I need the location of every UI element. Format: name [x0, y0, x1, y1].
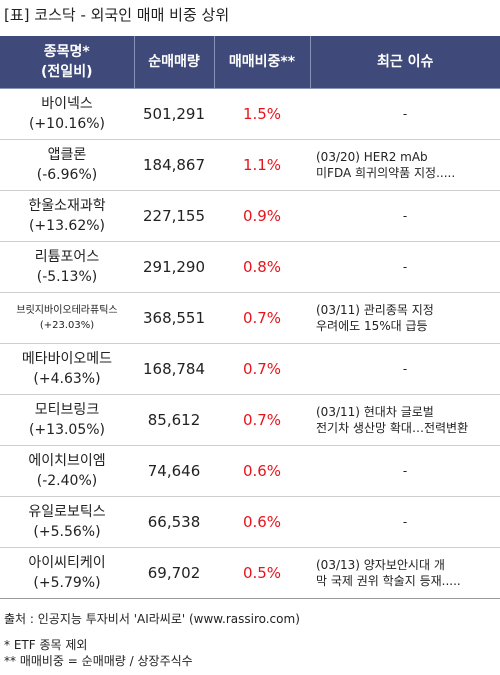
stock-name-cell: 앱클론 (-6.96%) — [0, 139, 134, 191]
stock-change: (+23.03%) — [39, 320, 95, 331]
stock-name: 에이치브이엠 — [28, 453, 106, 469]
stock-name-cell: 유일로보틱스 (+5.56%) — [0, 496, 134, 548]
issue-line1: (03/11) 현대차 글로벌 — [316, 405, 434, 419]
stock-change: (+4.63%) — [33, 371, 101, 387]
net-volume: 368,551 — [134, 292, 214, 344]
stock-name: 브릿지바이오테라퓨틱스 — [16, 305, 118, 316]
table-row: 브릿지바이오테라퓨틱스 (+23.03%) 368,551 0.7% (03/11) 관… — [0, 292, 500, 344]
issue-line1: - — [402, 362, 408, 376]
net-volume: 291,290 — [134, 241, 214, 293]
stock-name-cell: 브릿지바이오테라퓨틱스 (+23.03%) — [0, 292, 134, 344]
stock-name-cell: 메타바이오메드 (+4.63%) — [0, 343, 134, 395]
issue-line1: - — [402, 260, 408, 274]
header-name-line2: (전일비) — [41, 64, 93, 80]
trading-ratio: 1.5% — [214, 88, 310, 140]
stock-name: 아이씨티케이 — [28, 555, 106, 571]
table-row: 에이치브이엠 (-2.40%) 74,646 0.6% - — [0, 445, 500, 497]
stock-name-cell: 바이넥스 (+10.16%) — [0, 88, 134, 140]
trading-ratio: 0.6% — [214, 496, 310, 548]
net-volume: 74,646 — [134, 445, 214, 497]
footnote-ratio: ** 매매비중 = 순매매량 / 상장주식수 — [4, 654, 193, 668]
stock-change: (+5.79%) — [33, 575, 101, 591]
issue-line2: 전기차 생산망 확대…전력변환 — [316, 421, 469, 435]
stock-name-cell: 리튬포어스 (-5.13%) — [0, 241, 134, 293]
stock-change: (-5.13%) — [36, 269, 98, 285]
header-volume: 순매매량 — [134, 36, 215, 89]
foreign-trading-table: 종목명* (전일비) 순매매량 매매비중** 최근 이슈 바이넥스 (+10.16… — [0, 36, 500, 599]
header-ratio: 매매비중** — [214, 36, 311, 89]
issue-line2: 우려에도 15%대 급등 — [316, 319, 428, 333]
page-title: [표] 코스닥 - 외국인 매매 비중 상위 — [4, 6, 230, 24]
table-row: 바이넥스 (+10.16%) 501,291 1.5% - — [0, 88, 500, 140]
issue-line1: - — [402, 209, 408, 223]
trading-ratio: 0.7% — [214, 394, 310, 446]
table-row: 모티브링크 (+13.05%) 85,612 0.7% (03/11) 현대차 글로벌 전… — [0, 394, 500, 446]
header-name-line1: 종목명* — [43, 44, 90, 60]
header-issue: 최근 이슈 — [310, 36, 500, 89]
stock-name: 바이넥스 — [41, 96, 93, 112]
table-row: 앱클론 (-6.96%) 184,867 1.1% (03/20) HER2 mAb 미… — [0, 139, 500, 191]
net-volume: 184,867 — [134, 139, 214, 191]
issue-line1: - — [402, 107, 408, 121]
issue-line1: (03/13) 양자보안시대 개 — [316, 558, 445, 572]
net-volume: 168,784 — [134, 343, 214, 395]
issue-line1: - — [402, 515, 408, 529]
recent-issue: - — [310, 88, 500, 140]
net-volume: 501,291 — [134, 88, 214, 140]
stock-change: (+13.62%) — [28, 218, 106, 234]
stock-name-cell: 에이치브이엠 (-2.40%) — [0, 445, 134, 497]
stock-name: 한울소재과학 — [28, 198, 106, 214]
stock-name-cell: 한울소재과학 (+13.62%) — [0, 190, 134, 242]
table-header-row: 종목명* (전일비) 순매매량 매매비중** 최근 이슈 — [0, 36, 500, 89]
stock-change: (+13.05%) — [28, 422, 106, 438]
issue-line1: - — [402, 464, 408, 478]
stock-name: 앱클론 — [47, 147, 87, 163]
source-text: 출처 : 인공지능 투자비서 'AI라씨로' (www.rassiro.com) — [4, 612, 300, 626]
trading-ratio: 0.8% — [214, 241, 310, 293]
stock-name-cell: 모티브링크 (+13.05%) — [0, 394, 134, 446]
trading-ratio: 0.7% — [214, 292, 310, 344]
stock-name-cell: 아이씨티케이 (+5.79%) — [0, 547, 134, 599]
stock-name: 유일로보틱스 — [28, 504, 106, 520]
recent-issue: - — [310, 241, 500, 293]
stock-change: (+5.56%) — [33, 524, 101, 540]
stock-name: 메타바이오메드 — [21, 351, 113, 367]
issue-line1: (03/11) 관리종목 지정 — [316, 303, 434, 317]
trading-ratio: 1.1% — [214, 139, 310, 191]
net-volume: 66,538 — [134, 496, 214, 548]
recent-issue: - — [310, 496, 500, 548]
net-volume: 85,612 — [134, 394, 214, 446]
trading-ratio: 0.5% — [214, 547, 310, 599]
stock-change: (-2.40%) — [36, 473, 98, 489]
trading-ratio: 0.9% — [214, 190, 310, 242]
table-row: 리튬포어스 (-5.13%) 291,290 0.8% - — [0, 241, 500, 293]
stock-name: 리튬포어스 — [34, 249, 100, 265]
trading-ratio: 0.6% — [214, 445, 310, 497]
footnote-etf: * ETF 종목 제외 — [4, 638, 88, 652]
net-volume: 69,702 — [134, 547, 214, 599]
stock-change: (+10.16%) — [28, 116, 106, 132]
recent-issue: - — [310, 445, 500, 497]
issue-line1: (03/20) HER2 mAb — [316, 150, 428, 164]
recent-issue: - — [310, 190, 500, 242]
recent-issue: - — [310, 343, 500, 395]
table-row: 한울소재과학 (+13.62%) 227,155 0.9% - — [0, 190, 500, 242]
recent-issue: (03/20) HER2 mAb 미FDA 희귀의약품 지정..... — [310, 139, 500, 191]
net-volume: 227,155 — [134, 190, 214, 242]
table-row: 아이씨티케이 (+5.79%) 69,702 0.5% (03/13) 양자보안시대 개… — [0, 547, 500, 599]
header-name: 종목명* (전일비) — [0, 36, 135, 89]
table-row: 메타바이오메드 (+4.63%) 168,784 0.7% - — [0, 343, 500, 395]
issue-line2: 미FDA 희귀의약품 지정..... — [316, 166, 456, 180]
trading-ratio: 0.7% — [214, 343, 310, 395]
table-row: 유일로보틱스 (+5.56%) 66,538 0.6% - — [0, 496, 500, 548]
stock-change: (-6.96%) — [36, 167, 98, 183]
issue-line2: 막 국제 권위 학술지 등재..... — [316, 574, 461, 588]
stock-name: 모티브링크 — [34, 402, 100, 418]
